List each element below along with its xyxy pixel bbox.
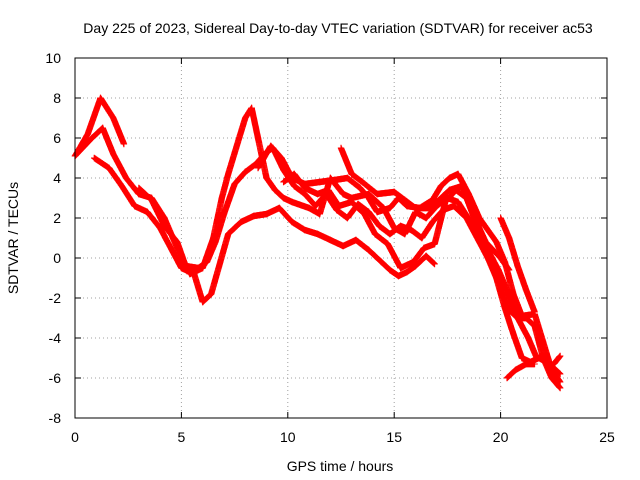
data-point xyxy=(557,370,564,378)
series-track-2 xyxy=(71,104,564,378)
series-track-3 xyxy=(91,154,438,306)
data-points xyxy=(71,94,564,392)
data-point xyxy=(120,140,128,148)
